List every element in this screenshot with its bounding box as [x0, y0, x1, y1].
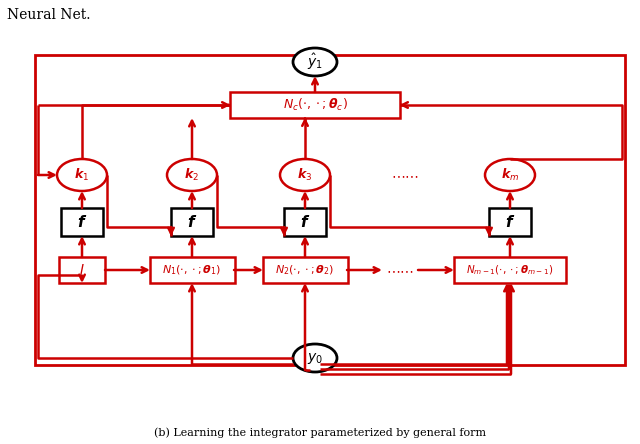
FancyBboxPatch shape: [35, 55, 625, 365]
Text: $\boldsymbol{k}_2$: $\boldsymbol{k}_2$: [184, 167, 200, 183]
Text: $\boldsymbol{k}_m$: $\boldsymbol{k}_m$: [501, 167, 519, 183]
Text: $\boldsymbol{f}$: $\boldsymbol{f}$: [187, 214, 197, 230]
Text: $\boldsymbol{f}$: $\boldsymbol{f}$: [505, 214, 515, 230]
Text: $\hat{y}_1$: $\hat{y}_1$: [307, 52, 323, 72]
Ellipse shape: [57, 159, 107, 191]
Text: $I$: $I$: [79, 263, 85, 277]
FancyBboxPatch shape: [171, 208, 213, 236]
Ellipse shape: [293, 344, 337, 372]
Text: $\boldsymbol{f}$: $\boldsymbol{f}$: [77, 214, 87, 230]
Text: $N_c(\cdot,\cdot;\boldsymbol{\theta}_c)$: $N_c(\cdot,\cdot;\boldsymbol{\theta}_c)$: [282, 97, 348, 113]
Text: $N_1(\cdot,\cdot;\boldsymbol{\theta}_1)$: $N_1(\cdot,\cdot;\boldsymbol{\theta}_1)$: [163, 263, 221, 277]
FancyBboxPatch shape: [230, 92, 400, 118]
FancyBboxPatch shape: [284, 208, 326, 236]
Text: $\boldsymbol{k}_1$: $\boldsymbol{k}_1$: [74, 167, 90, 183]
Text: (b) Learning the integrator parameterized by general form: (b) Learning the integrator parameterize…: [154, 428, 486, 438]
Text: $y_0$: $y_0$: [307, 350, 323, 365]
FancyBboxPatch shape: [262, 257, 348, 283]
Ellipse shape: [280, 159, 330, 191]
FancyBboxPatch shape: [150, 257, 234, 283]
FancyBboxPatch shape: [489, 208, 531, 236]
Ellipse shape: [485, 159, 535, 191]
FancyBboxPatch shape: [59, 257, 105, 283]
Text: $\cdots\cdots$: $\cdots\cdots$: [391, 168, 419, 182]
FancyBboxPatch shape: [61, 208, 103, 236]
Ellipse shape: [293, 48, 337, 76]
Ellipse shape: [167, 159, 217, 191]
Text: $N_{m-1}(\cdot,\cdot;\boldsymbol{\theta}_{m-1})$: $N_{m-1}(\cdot,\cdot;\boldsymbol{\theta}…: [467, 263, 554, 277]
Text: $N_2(\cdot,\cdot;\boldsymbol{\theta}_2)$: $N_2(\cdot,\cdot;\boldsymbol{\theta}_2)$: [275, 263, 335, 277]
FancyBboxPatch shape: [454, 257, 566, 283]
Text: $\boldsymbol{f}$: $\boldsymbol{f}$: [300, 214, 310, 230]
Text: Neural Net.: Neural Net.: [7, 8, 90, 22]
Text: $\boldsymbol{k}_3$: $\boldsymbol{k}_3$: [298, 167, 313, 183]
Text: $\cdots\cdots$: $\cdots\cdots$: [386, 263, 414, 277]
